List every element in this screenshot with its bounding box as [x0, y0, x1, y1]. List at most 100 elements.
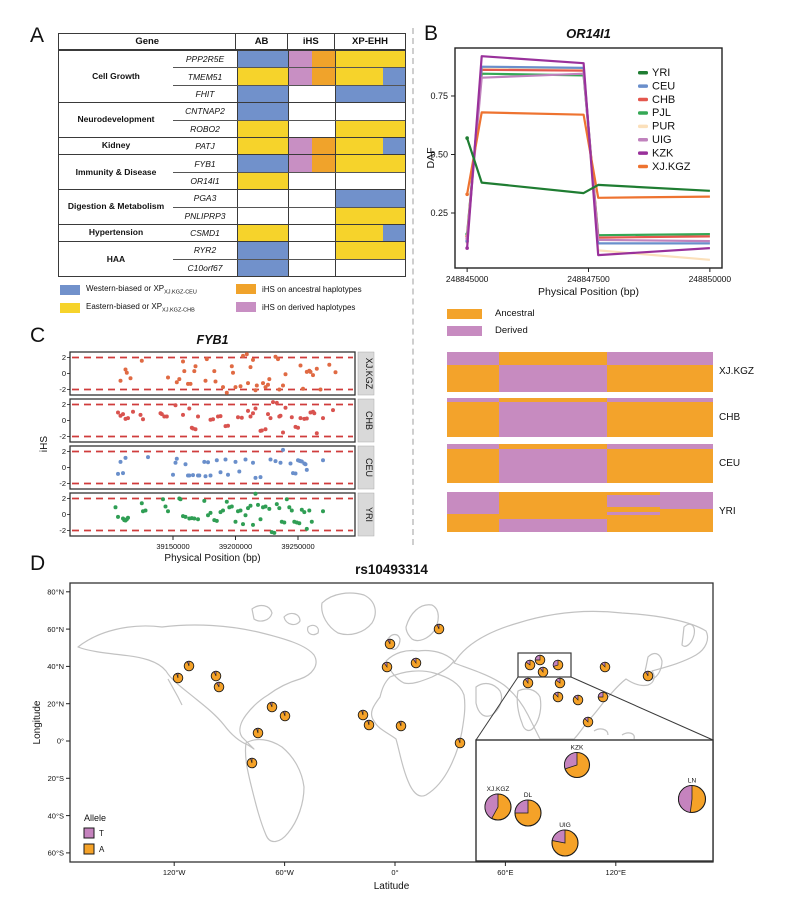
gene-group: Cell Growth PPP2R5E TMEM51 FHIT — [59, 50, 405, 103]
ihs-point — [281, 430, 285, 435]
hap-segment — [498, 352, 607, 366]
ihs-point — [116, 410, 120, 415]
table-row: C10orf67 — [173, 258, 405, 277]
hap-column — [659, 492, 713, 532]
facet-label: YRI — [364, 507, 374, 522]
hap-segment — [447, 352, 499, 366]
ihs-point — [253, 388, 258, 393]
y-tick-label: 2 — [62, 447, 66, 456]
ihs-point — [301, 386, 305, 391]
gene-group: Kidney PATJ — [59, 136, 405, 155]
hap-column — [498, 492, 607, 532]
map-y-tick: 40°N — [47, 662, 64, 671]
ihs-point — [276, 357, 280, 362]
ihs-point — [304, 467, 309, 472]
ihs-point — [163, 504, 168, 509]
ihs-point — [239, 415, 244, 420]
ihs-point — [254, 383, 259, 388]
map-x-tick: 120°W — [163, 868, 187, 877]
xpehh-cell — [335, 68, 405, 85]
hap-segment — [606, 495, 660, 508]
legend-item: iHS on ancestral haplotypes — [236, 284, 362, 295]
ab-cell — [237, 190, 288, 207]
hap-segment — [606, 492, 660, 496]
ihs-point — [174, 456, 179, 461]
hap-segment — [606, 401, 713, 437]
y-tick-label: 0 — [62, 369, 66, 378]
ihs-point — [243, 513, 248, 518]
ihs-point — [241, 353, 245, 358]
ihs-point — [218, 414, 223, 419]
hap-block-label: XJ.KGZ — [719, 366, 755, 377]
gene-name: TMEM51 — [187, 71, 223, 82]
panel-a-label: A — [30, 24, 45, 47]
ihs-point — [193, 427, 198, 432]
legend-label: XJ.KGZ — [652, 161, 691, 173]
hap-segment — [659, 508, 713, 532]
ihs-point — [273, 459, 278, 464]
ihs-point — [226, 472, 230, 477]
ihs-point — [251, 460, 255, 465]
allele-pie-t-slice — [256, 727, 259, 734]
ihs-point — [174, 380, 179, 385]
ihs-point — [274, 400, 279, 405]
ihs-point — [263, 427, 268, 432]
col-header-ihs: iHS — [286, 34, 334, 49]
ihs-point — [318, 387, 323, 392]
zoom-region-box — [517, 652, 572, 678]
hap-column — [447, 492, 499, 532]
ihs-point — [321, 416, 325, 421]
chart-title: OR14I1 — [566, 26, 611, 41]
gene-group: Digestion & Metabolism PGA3 PNLIPRP3 — [59, 189, 405, 224]
ihs-point — [244, 352, 249, 357]
ihs-point — [248, 365, 253, 370]
x-axis-title: Physical Position (bp) — [538, 286, 639, 298]
ihs-point — [113, 505, 118, 510]
facet-XJ.KGZ: 2 0 -2 XJ.KGZ — [59, 351, 375, 396]
table-row: FHIT — [173, 84, 405, 103]
series-start-dot — [465, 192, 469, 197]
ihs-point — [187, 406, 192, 411]
legend-entry-UIG: UIG — [638, 134, 672, 146]
chart-title: FYB1 — [197, 333, 229, 347]
ihs-point — [124, 370, 129, 375]
zoom-connector-right — [570, 676, 714, 741]
table-row: TMEM51 — [173, 67, 405, 85]
legend-text: iHS on derived haplotypes — [262, 302, 356, 312]
series-line-YRI — [466, 137, 710, 195]
gene-group: HAA RYR2 C10orf67 — [59, 241, 405, 277]
hap-segment — [447, 514, 499, 532]
facet-YRI: 2 0 -2 YRI — [59, 491, 375, 537]
table-row: FYB1 — [173, 155, 405, 172]
hap-segment — [447, 444, 499, 450]
ihs-point — [309, 519, 314, 524]
ihs-point — [289, 415, 294, 420]
ihs-cell — [288, 155, 335, 172]
allele-pie-t-slice — [525, 659, 531, 666]
ihs-cell — [288, 85, 335, 103]
hap-legend-item: Ancestral — [447, 308, 535, 319]
ihs-point — [298, 416, 303, 421]
legend-entry-KZK: KZK — [638, 147, 674, 159]
table-row: PPP2R5E — [173, 51, 405, 68]
table-row: CNTNAP2 — [173, 103, 405, 120]
ihs-point — [268, 416, 273, 421]
panel-b-label: B — [424, 22, 439, 45]
col-header-ab: AB — [235, 34, 286, 49]
ihs-point — [266, 382, 270, 387]
facet-strip — [357, 398, 375, 443]
ihs-point — [288, 461, 293, 466]
legend-item: Western-biased or XPXJ.KGZ-CEU — [60, 284, 197, 296]
gene-name: CSMD1 — [190, 228, 220, 239]
ihs-point — [116, 514, 120, 519]
ab-cell — [237, 68, 288, 85]
table-legend: Western-biased or XPXJ.KGZ-CEU iHS on an… — [58, 284, 406, 320]
ihs-point — [146, 455, 150, 460]
allele-pie-t-slice — [678, 785, 693, 813]
legend-entry-PUR: PUR — [638, 121, 675, 133]
ihs-point — [208, 473, 213, 478]
inset-box — [475, 739, 714, 862]
hap-block-label: CEU — [719, 457, 741, 469]
ihs-point — [226, 423, 230, 428]
